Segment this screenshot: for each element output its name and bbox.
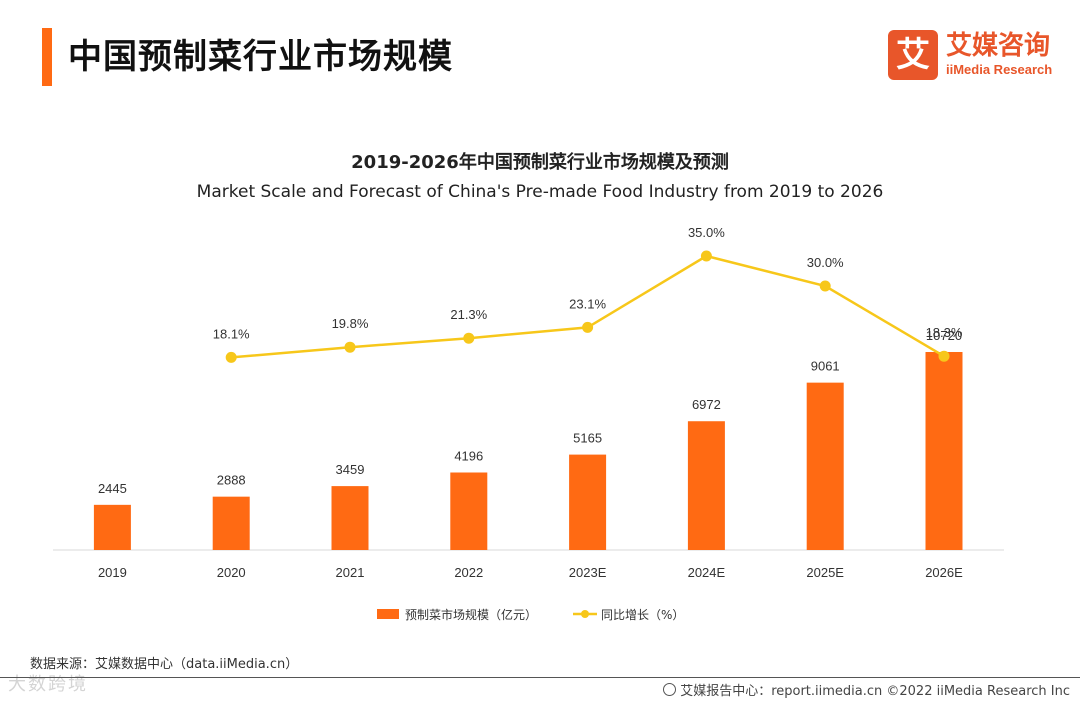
bar-label-2023E: 5165 bbox=[573, 431, 602, 446]
bar-label-2022: 4196 bbox=[454, 448, 483, 463]
iimedia-logo: 艾 艾媒咨询 iiMedia Research bbox=[888, 30, 1068, 82]
bar-2026E bbox=[925, 352, 963, 550]
page-title: 中国预制菜行业市场规模 bbox=[68, 37, 453, 77]
title-accent-bar bbox=[42, 28, 52, 86]
growth-label-2026E: 18.3% bbox=[926, 325, 963, 340]
x-tick-label-2019: 2019 bbox=[98, 565, 127, 580]
chart-title: 2019-2026年中国预制菜行业市场规模及预测 bbox=[351, 152, 729, 173]
logo-mark-icon: 艾 bbox=[888, 30, 938, 80]
growth-point-2021 bbox=[344, 341, 356, 353]
bar-label-2021: 3459 bbox=[336, 462, 365, 477]
growth-label-2023E: 23.1% bbox=[569, 296, 606, 311]
bar-2023E bbox=[569, 454, 607, 550]
growth-point-2025E bbox=[819, 280, 831, 292]
footer-text: 艾媒报告中心：report.iimedia.cn ©2022 iiMedia R… bbox=[680, 684, 1070, 699]
bar-label-2026E: 10720 bbox=[926, 328, 962, 343]
footer: 艾媒报告中心：report.iimedia.cn ©2022 iiMedia R… bbox=[663, 680, 1070, 699]
chart-subtitle: Market Scale and Forecast of China's Pre… bbox=[196, 182, 884, 202]
x-tick-label-2022: 2022 bbox=[454, 565, 483, 580]
growth-point-2024E bbox=[700, 250, 712, 262]
bar-label-2019: 2445 bbox=[98, 481, 127, 496]
x-tick-label-2025E: 2025E bbox=[806, 565, 844, 580]
logo-text-cn: 艾媒咨询 bbox=[946, 31, 1051, 61]
growth-label-2022: 21.3% bbox=[450, 307, 487, 322]
growth-point-2023E bbox=[582, 321, 594, 333]
legend-swatch-bar bbox=[377, 609, 399, 619]
bar-2025E bbox=[806, 382, 844, 550]
x-tick-label-2020: 2020 bbox=[217, 565, 246, 580]
globe-icon bbox=[663, 683, 677, 696]
legend-label-line: 同比增长（%） bbox=[601, 608, 684, 622]
bar-label-2020: 2888 bbox=[217, 473, 246, 488]
growth-label-2021: 19.8% bbox=[332, 316, 369, 331]
x-tick-label-2023E: 2023E bbox=[569, 565, 607, 580]
growth-point-2022 bbox=[463, 332, 475, 344]
bar-2019 bbox=[93, 504, 131, 550]
bar-2024E bbox=[687, 421, 725, 550]
bar-2022 bbox=[450, 472, 488, 550]
bar-label-2024E: 6972 bbox=[692, 397, 721, 412]
x-tick-label-2021: 2021 bbox=[336, 565, 365, 580]
market-scale-chart: 2445 2019 2888 2020 3459 2021 4196 2022 5165 2023… bbox=[53, 225, 1004, 622]
logo-text-en: iiMedia Research bbox=[946, 62, 1053, 77]
bar-2020 bbox=[212, 496, 250, 550]
bar-2021 bbox=[331, 486, 369, 550]
growth-label-2020: 18.1% bbox=[213, 326, 250, 341]
footer-divider bbox=[0, 677, 1080, 678]
growth-label-2024E: 35.0% bbox=[688, 225, 725, 240]
legend-label-bar: 预制菜市场规模（亿元） bbox=[405, 607, 537, 622]
watermark: 大数跨境 bbox=[8, 674, 88, 695]
growth-label-2025E: 30.0% bbox=[807, 255, 844, 270]
bar-label-2025E: 9061 bbox=[811, 359, 840, 374]
x-tick-label-2024E: 2024E bbox=[688, 565, 726, 580]
legend-swatch-point bbox=[581, 610, 589, 618]
growth-point-2020 bbox=[225, 351, 237, 363]
data-source-note: 数据来源：艾媒数据中心（data.iiMedia.cn） bbox=[30, 657, 299, 672]
x-tick-label-2026E: 2026E bbox=[925, 565, 963, 580]
growth-point-2026E bbox=[938, 350, 950, 362]
